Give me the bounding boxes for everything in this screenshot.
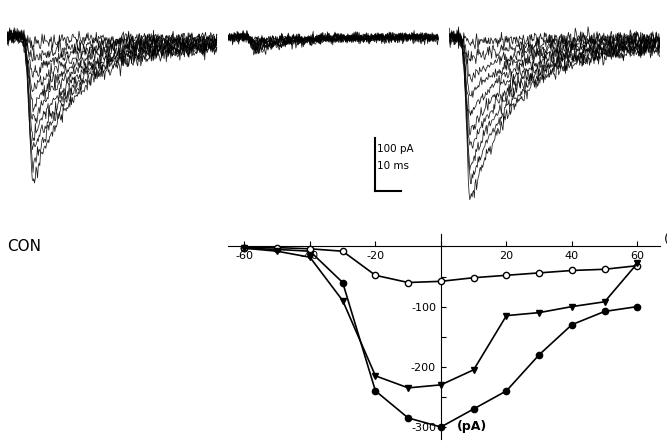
- Text: 10 ms: 10 ms: [377, 161, 409, 171]
- Text: 100 pA: 100 pA: [377, 144, 414, 154]
- Text: (pA): (pA): [458, 420, 488, 433]
- Text: (mV): (mV): [664, 233, 667, 246]
- Text: TTX: TTX: [298, 239, 327, 254]
- Text: CON: CON: [7, 239, 41, 254]
- Text: W/O: W/O: [566, 239, 598, 254]
